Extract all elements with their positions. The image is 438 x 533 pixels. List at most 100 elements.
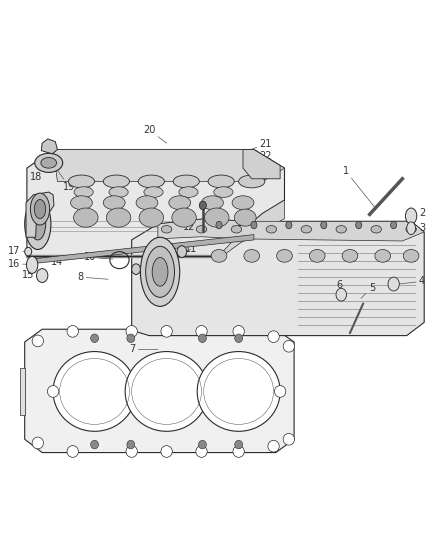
Text: 10: 10	[84, 253, 113, 262]
Ellipse shape	[235, 440, 243, 449]
Polygon shape	[25, 329, 294, 453]
Ellipse shape	[391, 221, 397, 229]
Polygon shape	[26, 192, 54, 237]
Ellipse shape	[91, 334, 99, 343]
Text: 2: 2	[416, 208, 425, 219]
Ellipse shape	[126, 326, 138, 337]
Ellipse shape	[196, 446, 207, 457]
Ellipse shape	[371, 225, 381, 233]
Ellipse shape	[161, 225, 172, 233]
Ellipse shape	[103, 196, 125, 209]
Ellipse shape	[196, 326, 207, 337]
Text: 8: 8	[78, 272, 108, 282]
Ellipse shape	[144, 187, 163, 197]
Ellipse shape	[197, 352, 280, 431]
Ellipse shape	[342, 249, 358, 262]
Ellipse shape	[321, 221, 327, 229]
Ellipse shape	[216, 221, 222, 229]
Ellipse shape	[205, 208, 229, 227]
Ellipse shape	[109, 187, 128, 197]
Ellipse shape	[161, 446, 172, 457]
Text: 3: 3	[414, 223, 425, 233]
Ellipse shape	[127, 440, 135, 449]
Ellipse shape	[132, 264, 141, 274]
Ellipse shape	[141, 237, 180, 306]
Ellipse shape	[406, 208, 417, 224]
Ellipse shape	[196, 225, 207, 233]
Ellipse shape	[283, 433, 294, 445]
Ellipse shape	[146, 246, 174, 297]
Ellipse shape	[235, 334, 243, 343]
Polygon shape	[41, 139, 57, 154]
Ellipse shape	[244, 249, 260, 262]
Polygon shape	[132, 219, 424, 336]
Ellipse shape	[91, 440, 99, 449]
Ellipse shape	[233, 446, 244, 457]
Ellipse shape	[233, 326, 244, 337]
Ellipse shape	[25, 198, 51, 249]
Ellipse shape	[286, 221, 292, 229]
Polygon shape	[35, 235, 254, 263]
Ellipse shape	[199, 201, 206, 209]
Polygon shape	[158, 219, 424, 241]
Ellipse shape	[309, 249, 325, 262]
Ellipse shape	[127, 334, 135, 343]
Text: 20: 20	[143, 125, 166, 143]
Ellipse shape	[179, 187, 198, 197]
Ellipse shape	[35, 154, 63, 172]
Ellipse shape	[375, 249, 391, 262]
Ellipse shape	[198, 440, 206, 449]
Polygon shape	[27, 150, 285, 256]
Ellipse shape	[231, 225, 242, 233]
Text: 6: 6	[336, 280, 346, 295]
Ellipse shape	[136, 196, 158, 209]
Ellipse shape	[41, 158, 57, 168]
Ellipse shape	[239, 175, 265, 188]
Ellipse shape	[388, 277, 399, 291]
Text: 13: 13	[233, 218, 249, 228]
Ellipse shape	[152, 257, 168, 286]
Ellipse shape	[106, 208, 131, 227]
Ellipse shape	[173, 175, 199, 188]
Ellipse shape	[34, 199, 46, 219]
Text: 9: 9	[140, 263, 158, 273]
Ellipse shape	[177, 246, 187, 257]
Text: 5: 5	[361, 283, 375, 298]
Ellipse shape	[26, 256, 38, 273]
Ellipse shape	[211, 249, 227, 262]
Text: 21: 21	[247, 139, 272, 151]
Polygon shape	[219, 200, 285, 259]
Ellipse shape	[356, 221, 362, 229]
Ellipse shape	[67, 446, 78, 457]
Ellipse shape	[32, 437, 43, 449]
Ellipse shape	[275, 385, 286, 397]
Ellipse shape	[32, 335, 43, 347]
Text: 11: 11	[183, 245, 197, 254]
Ellipse shape	[126, 446, 138, 457]
Text: 1: 1	[343, 166, 375, 208]
Ellipse shape	[234, 209, 256, 226]
Ellipse shape	[68, 175, 95, 188]
Text: 22: 22	[245, 151, 272, 161]
Ellipse shape	[30, 208, 46, 240]
Ellipse shape	[172, 208, 196, 227]
Ellipse shape	[208, 175, 234, 188]
Ellipse shape	[407, 222, 416, 235]
Ellipse shape	[25, 247, 32, 256]
Ellipse shape	[47, 385, 59, 397]
Ellipse shape	[67, 326, 78, 337]
Ellipse shape	[30, 193, 49, 225]
Ellipse shape	[283, 341, 294, 352]
Ellipse shape	[214, 187, 233, 197]
Ellipse shape	[53, 352, 136, 431]
Ellipse shape	[169, 196, 191, 209]
Polygon shape	[53, 150, 285, 181]
Text: 18: 18	[30, 160, 48, 182]
Text: 16: 16	[8, 259, 30, 269]
Text: 17: 17	[7, 246, 25, 255]
Text: 12: 12	[183, 222, 200, 232]
Ellipse shape	[336, 288, 346, 301]
Ellipse shape	[268, 440, 279, 452]
Ellipse shape	[251, 221, 257, 229]
Ellipse shape	[201, 196, 223, 209]
